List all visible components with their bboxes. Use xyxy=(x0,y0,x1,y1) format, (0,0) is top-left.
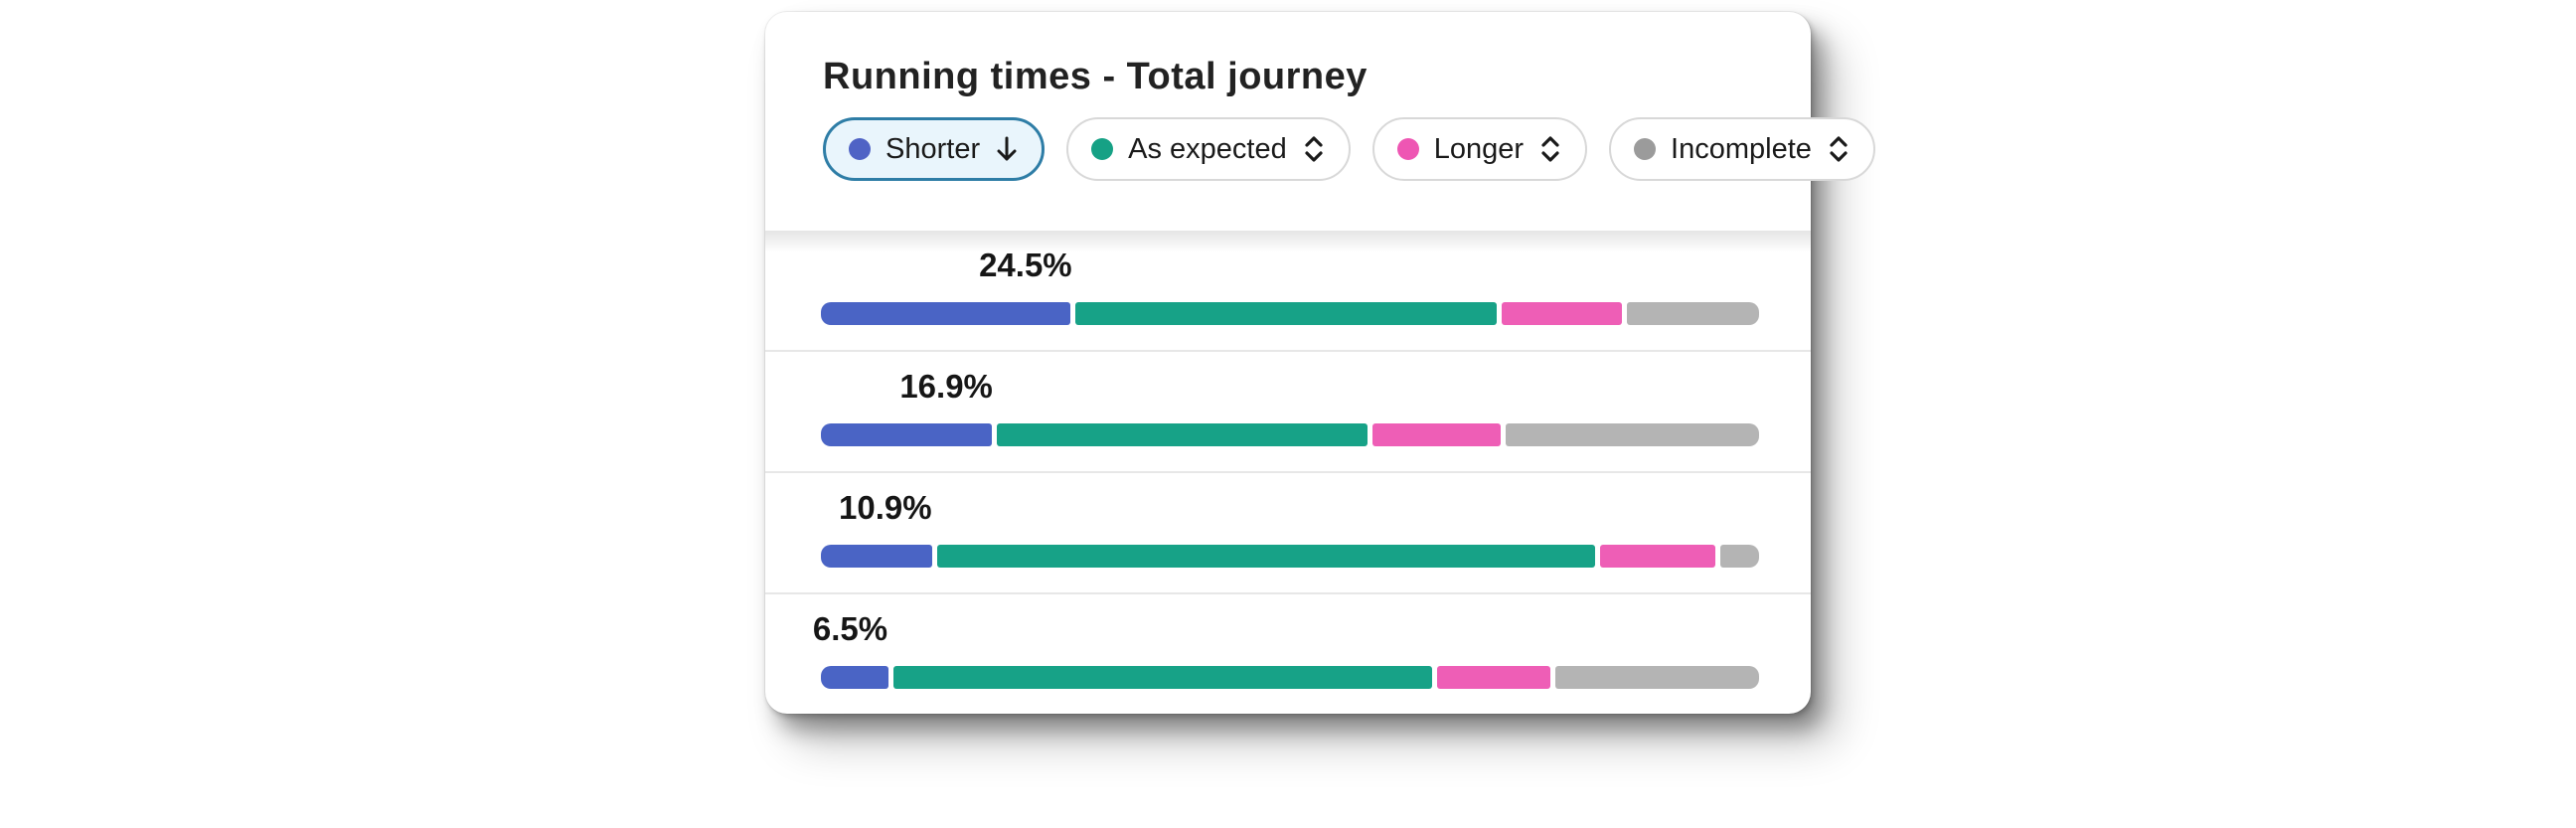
as-expected-dot-icon xyxy=(1091,138,1114,160)
journey-row: 24.5% xyxy=(765,231,1811,350)
sort-descending-arrow-icon xyxy=(995,133,1019,165)
card-header: Running times - Total journey Shorter As… xyxy=(765,12,1875,181)
bar-segment-shorter[interactable] xyxy=(821,423,993,446)
bar-segment-as-expected[interactable] xyxy=(936,545,1596,568)
journey-row: 16.9% xyxy=(765,350,1811,471)
shorter-dot-icon xyxy=(849,138,871,160)
filter-pill-incomplete[interactable]: Incomplete xyxy=(1609,117,1875,181)
bar-segment-shorter[interactable] xyxy=(821,545,932,568)
sort-toggle-icon xyxy=(1827,132,1851,166)
journey-row: 10.9% xyxy=(765,471,1811,592)
filter-pill-label: Incomplete xyxy=(1671,132,1812,165)
bar-segment-as-expected[interactable] xyxy=(997,423,1368,446)
filter-pill-longer[interactable]: Longer xyxy=(1371,117,1588,181)
row-value-label: 6.5% xyxy=(812,610,888,647)
filter-pill-label: As expected xyxy=(1128,132,1287,165)
sort-toggle-icon xyxy=(1538,132,1562,166)
bar-segment-incomplete[interactable] xyxy=(1627,302,1759,325)
filter-pills: Shorter As expected xyxy=(823,117,1875,181)
stacked-bar xyxy=(821,302,1759,325)
filter-pill-label: Longer xyxy=(1433,132,1525,165)
bar-area: 6.5% xyxy=(813,594,1759,714)
row-value-label: 24.5% xyxy=(979,247,1072,283)
bar-segment-incomplete[interactable] xyxy=(1719,545,1759,568)
page-title: Running times - Total journey xyxy=(823,56,1368,97)
filter-pill-label: Shorter xyxy=(886,132,981,165)
bar-area: 24.5% xyxy=(821,231,1759,350)
bar-segment-longer[interactable] xyxy=(1600,545,1715,568)
stacked-bar xyxy=(821,545,1759,568)
bar-segment-shorter[interactable] xyxy=(821,302,1070,325)
bar-segment-as-expected[interactable] xyxy=(892,666,1432,689)
bar-area: 10.9% xyxy=(821,473,1759,592)
bar-segment-as-expected[interactable] xyxy=(1074,302,1497,325)
bar-segment-incomplete[interactable] xyxy=(1505,423,1759,446)
stacked-bar xyxy=(821,423,1759,446)
bar-segment-longer[interactable] xyxy=(1436,666,1551,689)
chart-rows: 24.5% 16.9% xyxy=(765,231,1811,714)
bar-segment-incomplete[interactable] xyxy=(1555,666,1759,689)
incomplete-dot-icon xyxy=(1634,138,1657,160)
row-value-label: 16.9% xyxy=(899,368,993,405)
bar-segment-longer[interactable] xyxy=(1501,302,1623,325)
row-value-label: 10.9% xyxy=(839,489,932,526)
bar-segment-shorter[interactable] xyxy=(821,666,888,689)
filter-pill-as-expected[interactable]: As expected xyxy=(1066,117,1351,181)
stacked-bar xyxy=(821,666,1759,689)
filter-pill-shorter[interactable]: Shorter xyxy=(823,117,1046,181)
bar-segment-longer[interactable] xyxy=(1372,423,1501,446)
journey-row: 6.5% xyxy=(765,592,1811,714)
longer-dot-icon xyxy=(1396,138,1419,160)
bar-area: 16.9% xyxy=(821,352,1759,471)
sort-toggle-icon xyxy=(1302,132,1326,166)
running-times-card: Running times - Total journey Shorter As… xyxy=(765,12,1875,714)
